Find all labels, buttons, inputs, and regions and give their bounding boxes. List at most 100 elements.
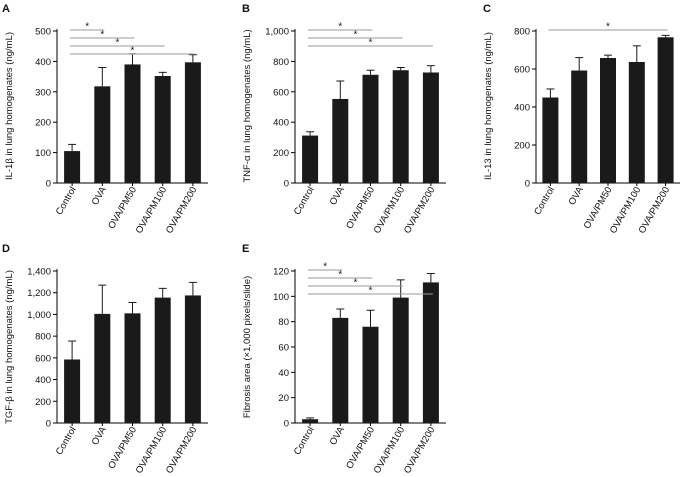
- bar: [154, 75, 171, 183]
- significance-marker: *: [353, 30, 357, 41]
- x-tick-label: OVA/PM100: [372, 185, 408, 236]
- significance-marker: *: [131, 46, 135, 57]
- y-tick-label: 100: [35, 148, 51, 159]
- bar: [124, 313, 141, 423]
- bar: [64, 359, 81, 423]
- panel-c: C IL-13 in lung homogenates (ng/mL) 0 200…: [483, 3, 680, 236]
- y-tick-label: 1,000: [265, 27, 289, 38]
- x-tick-label: Control: [532, 185, 557, 217]
- bar: [184, 295, 201, 423]
- y-tick-label: 400: [35, 57, 51, 68]
- x-tick-label: OVA/PM50: [106, 185, 139, 231]
- y-axis-label-d: TGF-β in lung homogenates (ng/mL): [4, 270, 15, 424]
- x-tick-label: OVA/PM50: [582, 185, 615, 231]
- panel-e: E Fibrosis area (×1,000 pixels/slide) 0 2…: [242, 243, 446, 476]
- y-tick-label: 100: [273, 292, 289, 303]
- bar: [154, 297, 171, 423]
- y-tick-label: 400: [514, 103, 530, 114]
- bar: [392, 70, 409, 183]
- y-tick-label: 200: [273, 148, 289, 159]
- y-tick-label: 120: [273, 267, 289, 278]
- significance-marker: *: [323, 262, 327, 273]
- significance-marker: *: [353, 278, 357, 289]
- y-tick-label: 60: [278, 343, 289, 354]
- y-axis-label-e: Fibrosis area (×1,000 pixels/slide): [242, 276, 253, 418]
- bar: [302, 135, 319, 183]
- x-tick-label: OVA/PM100: [134, 185, 170, 236]
- bar: [628, 61, 645, 183]
- panel-b: B TNF-α in lung homogenates (ng/mL) 0 200…: [242, 3, 446, 236]
- bar: [362, 326, 379, 423]
- bar: [94, 313, 111, 423]
- x-tick-label: OVA/PM50: [344, 185, 377, 231]
- y-tick-label: 200: [514, 141, 530, 152]
- panel-label-e: E: [242, 243, 249, 255]
- significance-marker: *: [369, 286, 373, 297]
- y-tick-label: 200: [35, 118, 51, 129]
- y-axis-label-c: IL-13 in lung homogenates (ng/mL): [483, 32, 494, 180]
- y-tick-label: 300: [35, 87, 51, 98]
- y-tick-label: 20: [278, 393, 289, 404]
- y-tick-label: 1,200: [27, 288, 51, 299]
- significance-marker: *: [606, 22, 610, 33]
- panel-d: D TGF-β in lung homogenates (ng/mL) 0 200…: [2, 243, 208, 476]
- y-tick-label: 600: [273, 87, 289, 98]
- significance-marker: *: [369, 38, 373, 49]
- bar: [657, 37, 674, 183]
- bar: [332, 98, 349, 183]
- x-tick-label: Control: [292, 185, 317, 217]
- x-tick-label: Control: [54, 185, 79, 217]
- y-tick-label: 1,400: [27, 267, 51, 278]
- significance-marker: *: [338, 22, 342, 33]
- y-tick-label: 400: [273, 118, 289, 129]
- significance-marker: *: [115, 38, 119, 49]
- y-tick-label: 0: [284, 419, 289, 430]
- x-tick-label: OVA/PM100: [372, 425, 408, 476]
- x-tick-label: OVA: [90, 184, 110, 207]
- y-tick-label: 1,000: [27, 310, 51, 321]
- x-tick-label: Control: [292, 425, 317, 457]
- bar: [64, 151, 81, 183]
- y-tick-label: 800: [514, 27, 530, 38]
- bar: [184, 62, 201, 184]
- y-tick-label: 0: [284, 179, 289, 190]
- significance-marker: *: [85, 22, 89, 33]
- bar: [332, 317, 349, 423]
- bar: [94, 86, 111, 183]
- bar: [302, 419, 319, 423]
- bar: [542, 97, 559, 183]
- x-tick-label: OVA/PM50: [106, 425, 139, 471]
- panel-label-c: C: [483, 3, 491, 15]
- significance-marker: *: [338, 270, 342, 281]
- x-tick-label: OVA: [567, 184, 587, 207]
- bar: [124, 64, 141, 183]
- x-tick-label: OVA: [328, 424, 348, 447]
- y-tick-label: 400: [35, 375, 51, 386]
- y-tick-label: 0: [46, 419, 51, 430]
- y-tick-label: 40: [278, 368, 289, 379]
- bar: [600, 57, 616, 184]
- bar: [362, 74, 379, 183]
- x-tick-label: OVA/PM200: [402, 185, 438, 236]
- x-tick-label: OVA/PM200: [164, 185, 200, 236]
- y-tick-label: 500: [35, 27, 51, 38]
- significance-marker: *: [100, 30, 104, 41]
- y-tick-label: 600: [35, 353, 51, 364]
- y-tick-label: 800: [35, 332, 51, 343]
- x-tick-label: OVA: [90, 424, 110, 447]
- y-tick-label: 600: [514, 65, 530, 76]
- y-tick-label: 200: [35, 397, 51, 408]
- y-tick-label: 80: [278, 317, 289, 328]
- bar: [422, 72, 439, 183]
- panel-label-b: B: [242, 3, 250, 15]
- bar: [392, 297, 409, 423]
- panel-label-a: A: [2, 3, 10, 15]
- x-tick-label: OVA/PM50: [344, 425, 377, 471]
- bar: [422, 282, 439, 423]
- bar: [571, 70, 588, 183]
- x-tick-label: Control: [54, 425, 79, 457]
- panel-a: A IL-1β in lung homogenates (ng/mL) 0 100…: [2, 3, 208, 236]
- y-tick-label: 0: [46, 179, 51, 190]
- y-axis-label-a: IL-1β in lung homogenates (ng/mL): [4, 32, 15, 180]
